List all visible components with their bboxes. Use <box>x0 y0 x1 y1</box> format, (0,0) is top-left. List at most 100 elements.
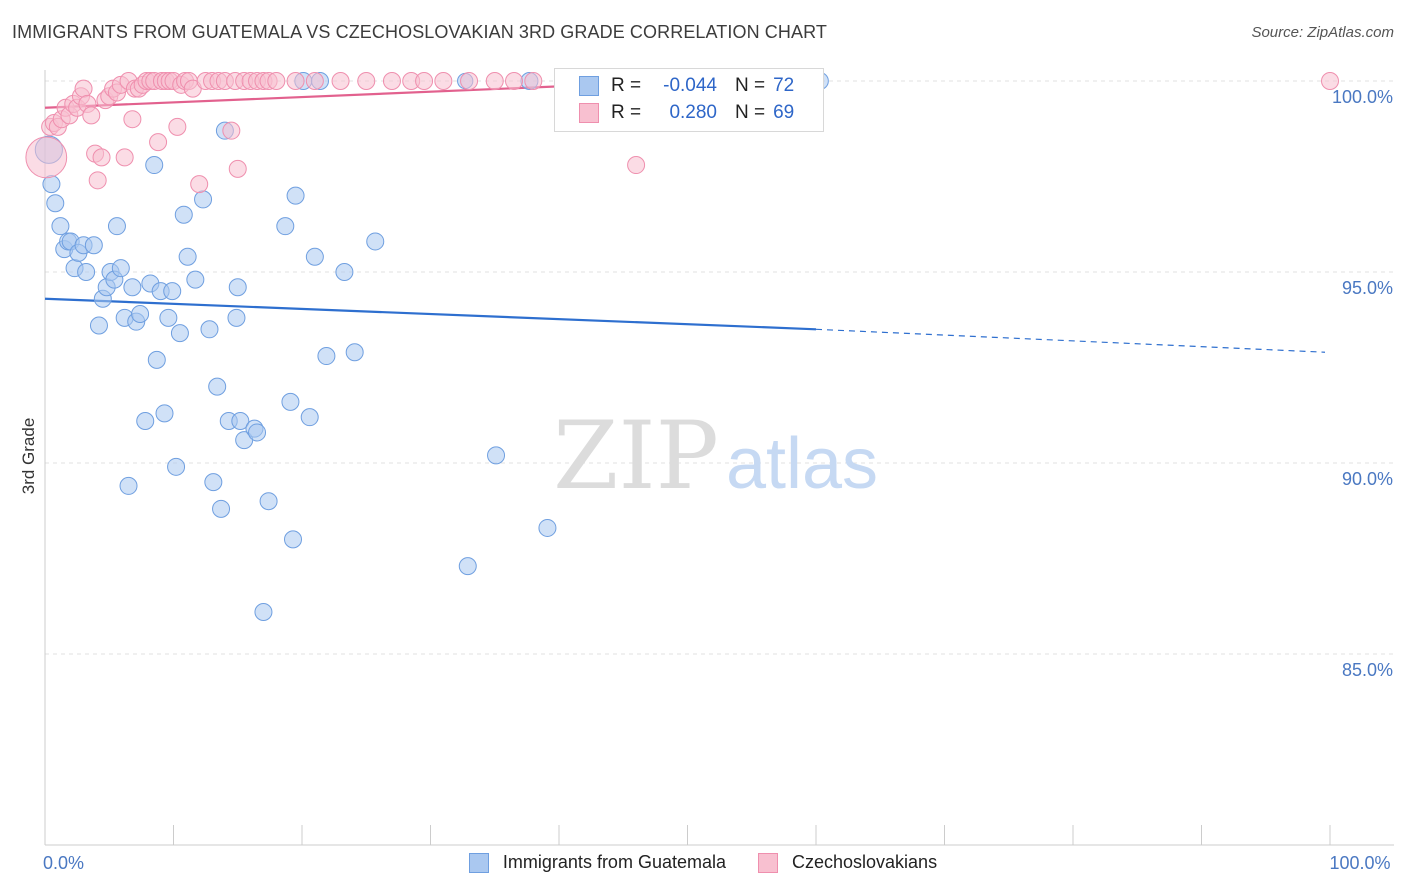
legend-n-value: 72 <box>773 75 795 96</box>
data-point <box>46 194 65 213</box>
series-label-czechoslovakians: Czechoslovakians <box>792 852 938 872</box>
data-point <box>74 79 93 98</box>
data-point <box>89 316 108 335</box>
data-point <box>186 270 205 289</box>
data-point <box>458 557 477 576</box>
data-point <box>136 411 155 430</box>
data-point <box>434 72 453 90</box>
data-point <box>178 247 197 266</box>
data-point <box>167 457 186 476</box>
legend-r-label: R = <box>611 75 642 96</box>
legend-r-label: R = <box>611 102 642 123</box>
data-point <box>267 72 286 90</box>
data-point <box>485 72 504 90</box>
data-point <box>84 236 103 255</box>
data-point <box>505 72 524 90</box>
data-point <box>317 347 336 366</box>
trend-line <box>44 297 817 331</box>
data-point <box>147 350 166 369</box>
legend-swatch-guatemala <box>579 76 599 96</box>
series-swatch-czechoslovakians <box>758 852 778 873</box>
y-tick-label: 100.0% <box>1332 87 1393 107</box>
data-point <box>382 72 401 90</box>
data-point <box>524 72 543 90</box>
tick-labels: 100.0% 95.0% 90.0% 85.0% 0.0% 100.0% <box>43 87 1393 873</box>
data-point <box>92 148 111 167</box>
data-point <box>170 324 189 343</box>
data-point <box>331 72 350 90</box>
data-point <box>131 305 150 324</box>
data-point <box>159 308 178 327</box>
watermark-atlas: atlas <box>726 424 878 504</box>
legend-n-label: N = <box>735 75 766 96</box>
chart-title: IMMIGRANTS FROM GUATEMALA VS CZECHOSLOVA… <box>12 22 827 42</box>
data-point <box>345 343 364 362</box>
data-point <box>82 106 101 125</box>
series-legend-guatemala: Immigrants from Guatemala <box>468 852 726 873</box>
data-points <box>25 72 1339 621</box>
series-legend: Immigrants from Guatemala Czechoslovakia… <box>0 852 1406 873</box>
data-point <box>538 518 557 537</box>
data-point <box>174 205 193 224</box>
data-point <box>487 446 506 465</box>
legend-n-value: 69 <box>773 102 795 123</box>
data-point <box>231 411 250 430</box>
data-point <box>208 377 227 396</box>
data-point <box>155 404 174 423</box>
data-point <box>51 217 70 236</box>
series-swatch-guatemala <box>468 852 489 873</box>
x-tick-label: 0.0% <box>43 853 84 873</box>
data-point <box>228 278 247 297</box>
data-point <box>200 320 219 339</box>
data-point <box>119 476 138 495</box>
data-point <box>627 156 646 175</box>
watermark-zip: ZIP <box>553 402 719 511</box>
data-point <box>25 136 68 179</box>
data-point <box>357 72 376 90</box>
data-point <box>286 186 305 205</box>
legend-row-czechoslovakians: R = 0.280 N = 69 <box>579 101 794 125</box>
y-tick-label: 90.0% <box>1342 469 1393 489</box>
data-point <box>254 602 273 621</box>
data-point <box>284 530 303 549</box>
watermark: ZIP atlas <box>553 402 878 511</box>
data-point <box>123 110 142 129</box>
data-point <box>222 121 241 140</box>
data-point <box>115 148 134 167</box>
data-point <box>227 308 246 327</box>
data-point <box>248 423 267 442</box>
legend-swatch-czechoslovakians <box>579 103 599 123</box>
data-point <box>194 190 213 209</box>
correlation-legend: R = -0.044 N = 72 R = 0.280 N = 69 <box>554 68 824 132</box>
data-point <box>415 72 434 90</box>
axes <box>44 70 1394 846</box>
data-point <box>259 492 278 511</box>
data-point <box>305 72 324 90</box>
x-tick-label: 100.0% <box>1329 853 1390 873</box>
y-tick-label: 95.0% <box>1342 278 1393 298</box>
data-point <box>300 408 319 427</box>
data-point <box>212 499 231 518</box>
source-label: Source: ZipAtlas.com <box>1251 24 1394 41</box>
data-point <box>281 392 300 411</box>
legend-r-value: -0.044 <box>663 75 717 96</box>
data-point <box>190 175 209 194</box>
series-legend-czechoslovakians: Czechoslovakians <box>758 852 937 873</box>
data-point <box>111 259 130 278</box>
data-point <box>145 156 164 175</box>
grid-lines <box>45 80 1394 655</box>
legend-n-label: N = <box>735 102 766 123</box>
legend-row-guatemala: R = -0.044 N = 72 <box>579 74 794 98</box>
series-label-guatemala: Immigrants from Guatemala <box>502 852 726 872</box>
y-axis-label: 3rd Grade <box>19 418 38 495</box>
data-point <box>149 133 168 152</box>
data-point <box>123 278 142 297</box>
data-point <box>228 159 247 178</box>
data-point <box>1321 72 1339 90</box>
data-point <box>168 117 187 136</box>
data-point <box>366 232 385 251</box>
data-point <box>163 282 182 301</box>
legend-r-value: 0.280 <box>669 102 717 123</box>
trend-line-extension <box>815 328 1326 353</box>
